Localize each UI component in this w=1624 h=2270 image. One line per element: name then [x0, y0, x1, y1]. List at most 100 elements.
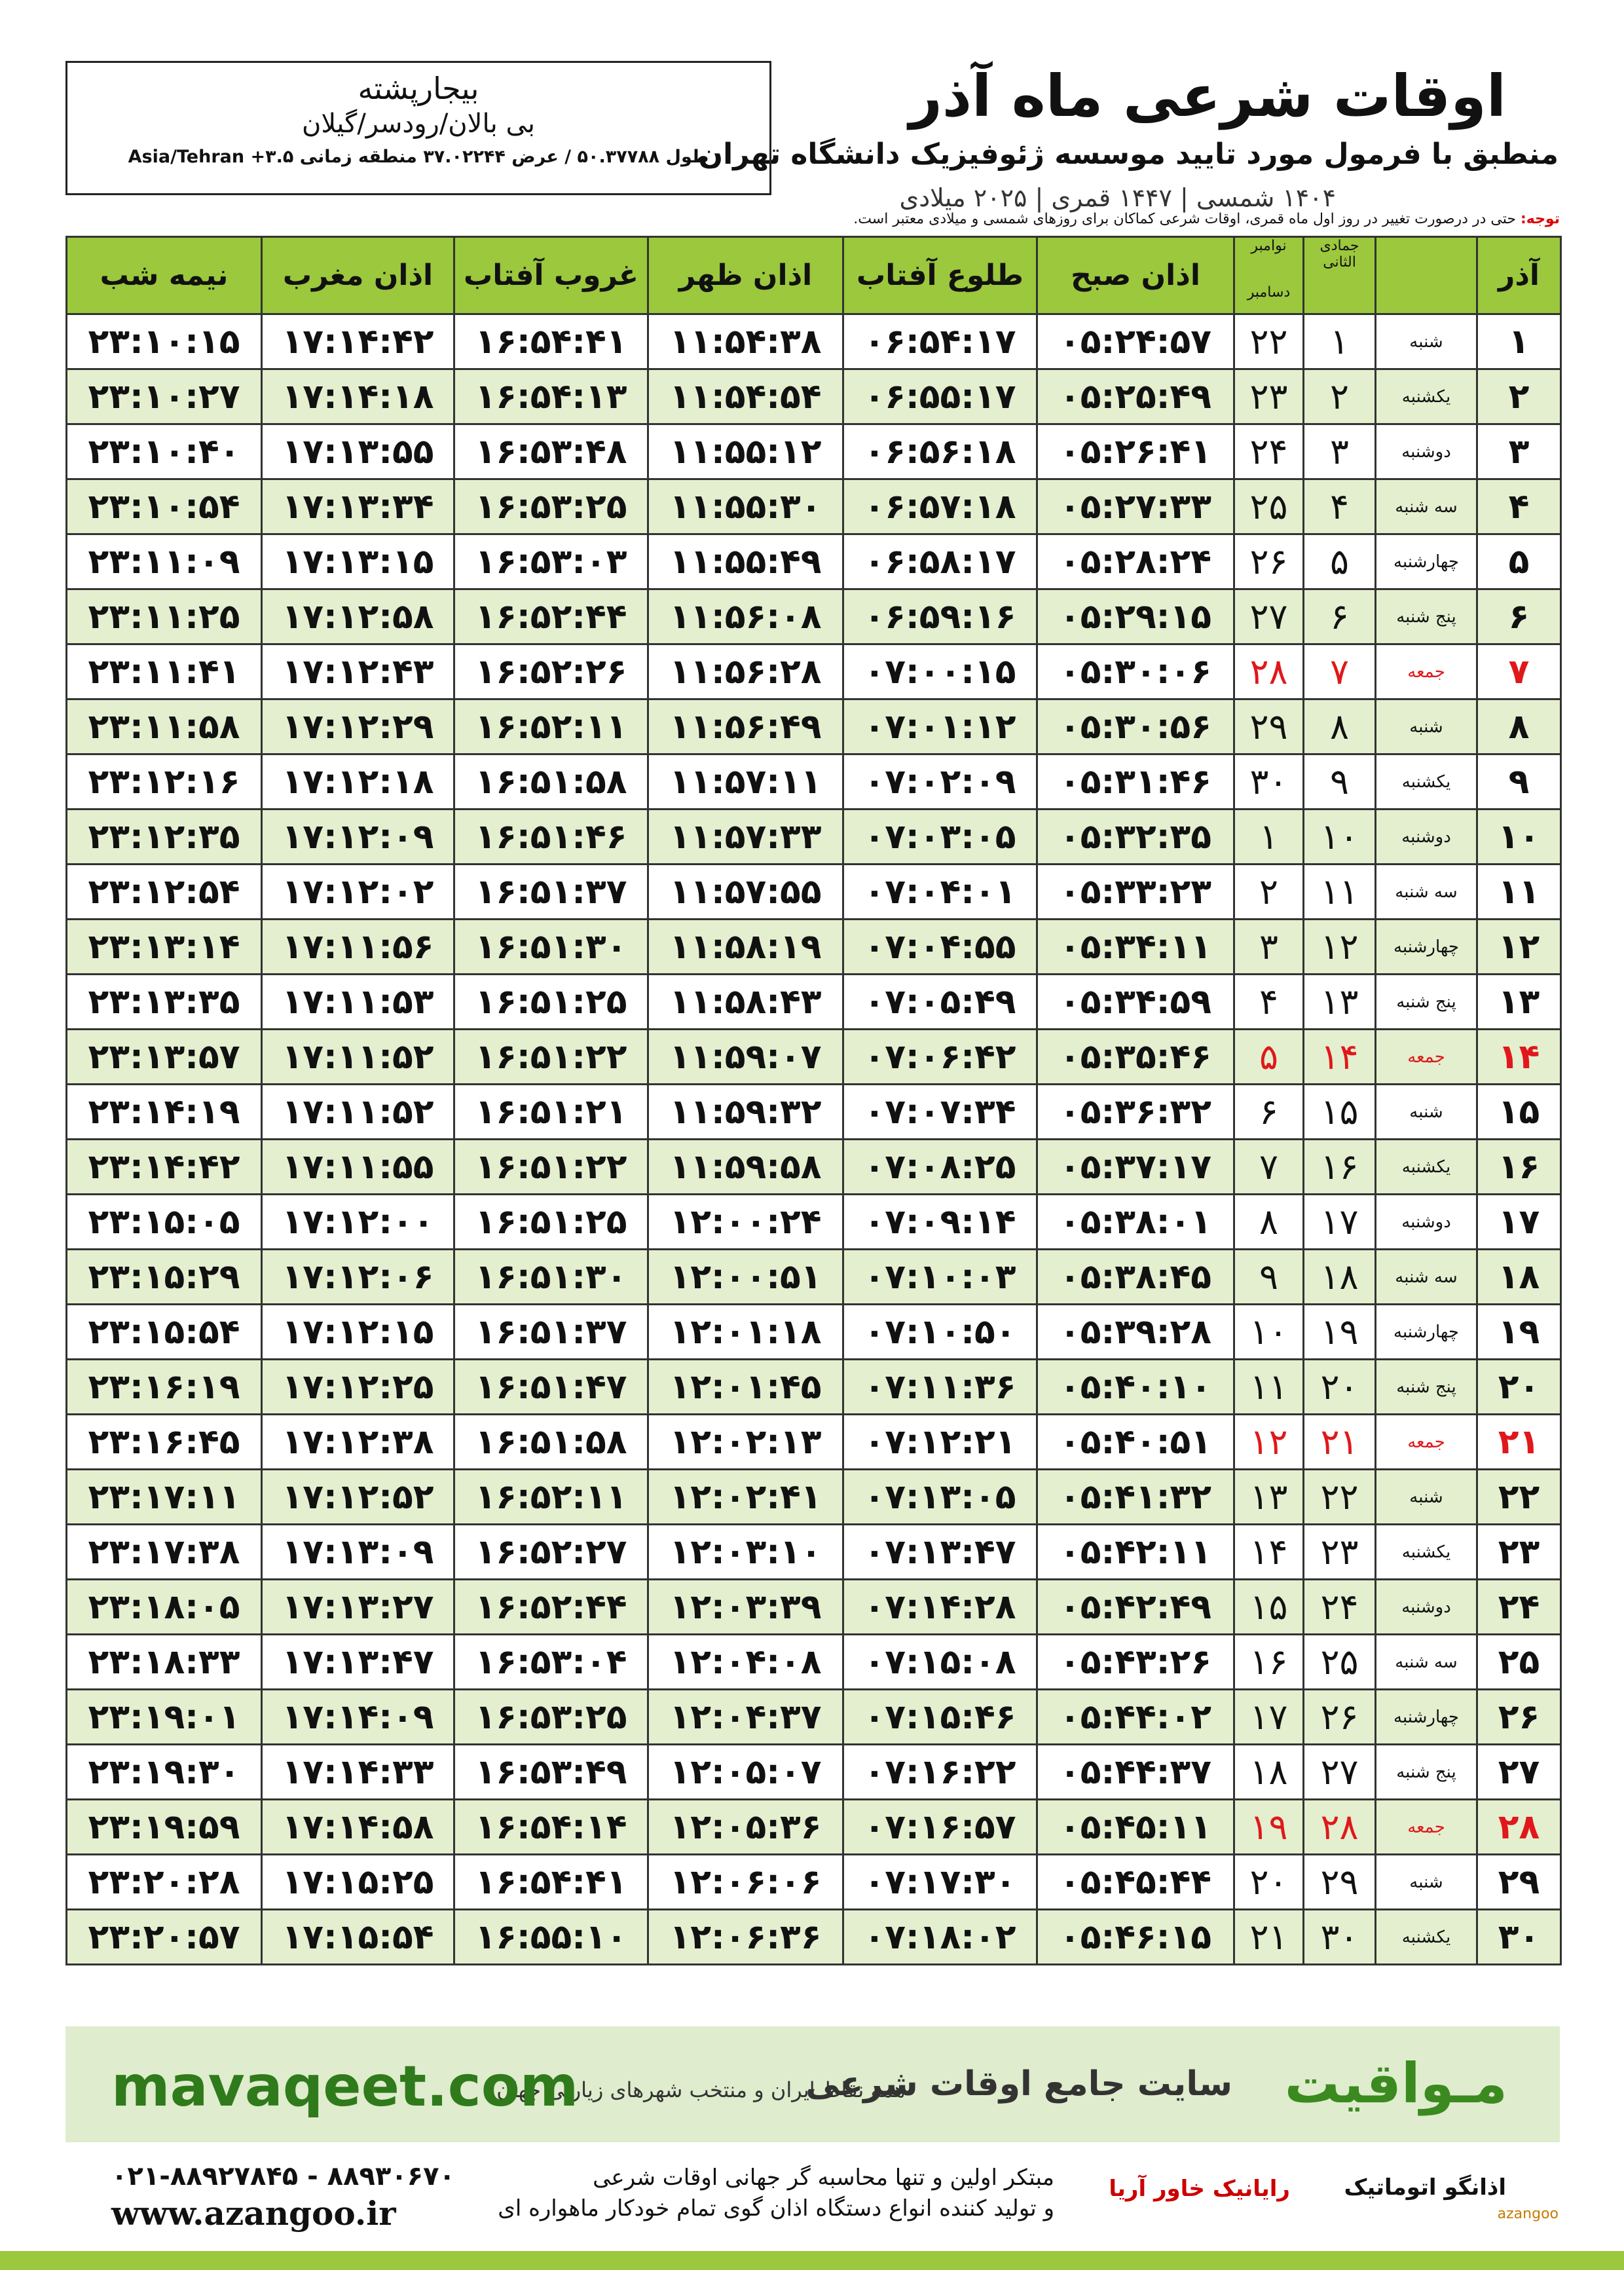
cell: ۱۲:۰۰:۵۱ [647, 1248, 844, 1305]
scope: همه نقاط ایران و منتخب شهرهای زیارتی جها… [496, 2077, 905, 2102]
cell: ۱۶:۵۱:۲۱ [453, 1083, 649, 1140]
cell: ۱۴ [1233, 1523, 1304, 1580]
cell: ۱۱:۵۴:۵۴ [647, 368, 844, 425]
cell: ۲۳:۱۴:۴۲ [65, 1138, 263, 1195]
header-cell: اذان ظهر [647, 236, 844, 315]
cell: ۲۴ [1476, 1578, 1562, 1635]
cell: ۲۳:۱۵:۲۹ [65, 1248, 263, 1305]
cell: ۲۵ [1233, 478, 1304, 535]
cell: ۱۶:۵۱:۵۸ [453, 753, 649, 810]
cell: شنبه [1375, 1083, 1478, 1140]
cell: ۲۳:۱۱:۰۹ [65, 533, 263, 590]
cell: ۲۹ [1476, 1853, 1562, 1910]
cell: ۲۹ [1302, 1853, 1376, 1910]
cell: ۱۶ [1476, 1138, 1562, 1195]
row: ۱ شنبه ۱ ۲۲ ۰۵:۲۴:۵۷ ۰۶:۵۴:۱۷ ۱۱:۵۴:۳۸ ۱۶:۵۴:۴۱… [65, 313, 1562, 370]
cell: ۱۶:۵۴:۱۴ [453, 1798, 649, 1855]
cell: یکشنبه [1375, 1908, 1478, 1965]
cell: پنج شنبه [1375, 588, 1478, 645]
cell: ۱۷:۱۳:۵۵ [261, 423, 455, 480]
cell: ۱۶:۵۲:۱۱ [453, 698, 649, 755]
cell: ۳۰ [1302, 1908, 1376, 1965]
header-cell: اذان مغرب [261, 236, 455, 315]
footer-line: مبتکر اولین و تنها محاسبه گر جهانی اوقات… [593, 2165, 1054, 2191]
row: ۲۳ یکشنبه ۲۳ ۱۴ ۰۵:۴۲:۱۱ ۰۷:۱۳:۴۷ ۱۲:۰۳:۱۰ ۱۶:۵… [65, 1523, 1562, 1580]
cell: ۲۷ [1476, 1743, 1562, 1800]
cell: ۰۵:۴۴:۰۲ [1036, 1688, 1235, 1745]
location-name: بیجارپشته [358, 71, 479, 106]
header-cell: طلوع آفتاب [842, 236, 1038, 315]
cell: ۲۳ [1302, 1523, 1376, 1580]
cell: ۱۷:۱۱:۵۳ [261, 973, 455, 1030]
row: ۲۲ شنبه ۲۲ ۱۳ ۰۵:۴۱:۳۲ ۰۷:۱۳:۰۵ ۱۲:۰۲:۴۱ ۱۶:۵۲:… [65, 1468, 1562, 1525]
cell: ۰۵:۲۹:۱۵ [1036, 588, 1235, 645]
cell: ۱۲:۰۵:۳۶ [647, 1798, 844, 1855]
row: ۱۲ چهارشنبه ۱۲ ۳ ۰۵:۳۴:۱۱ ۰۷:۰۴:۵۵ ۱۱:۵۸:۱۹ ۱۶:… [65, 918, 1562, 975]
subtitle: منطبق با فرمول مورد تایید موسسه ژئوفیزیک… [698, 138, 1559, 171]
cell: ۱۸ [1233, 1743, 1304, 1800]
cell: ۰۷:۰۹:۱۴ [842, 1193, 1038, 1250]
cell: ۳ [1476, 423, 1562, 480]
cell: جمعه [1375, 1413, 1478, 1470]
cell: ۲۳:۱۱:۴۱ [65, 643, 263, 700]
cell: ۲۳:۱۹:۵۹ [65, 1798, 263, 1855]
cell: ۱۲:۰۱:۴۵ [647, 1358, 844, 1415]
cell: ۱۷:۱۲:۱۸ [261, 753, 455, 810]
cell: ۰۵:۲۸:۲۴ [1036, 533, 1235, 590]
location-region: بی بالان/رودسر/گیلان [301, 109, 536, 139]
location-coords: طول ۵۰.۳۷۷۸۸ / عرض ۳۷.۰۲۲۴۴ منطقه زمانی … [128, 147, 709, 167]
row: ۶ پنج شنبه ۶ ۲۷ ۰۵:۲۹:۱۵ ۰۶:۵۹:۱۶ ۱۱:۵۶:۰۸ ۱۶:۵… [65, 588, 1562, 645]
cell: ۱۱ [1476, 863, 1562, 920]
row: ۵ چهارشنبه ۵ ۲۶ ۰۵:۲۸:۲۴ ۰۶:۵۸:۱۷ ۱۱:۵۵:۴۹ ۱۶:۵… [65, 533, 1562, 590]
cell: ۲۳:۱۸:۰۵ [65, 1578, 263, 1635]
cell: ۱۹ [1302, 1303, 1376, 1360]
cell: ۱۷:۱۴:۴۲ [261, 313, 455, 370]
cell: ۱۷:۱۲:۰۰ [261, 1193, 455, 1250]
cell: ۱۲ [1302, 918, 1376, 975]
cell: ۰۵:۳۰:۰۶ [1036, 643, 1235, 700]
cell: ۱۹ [1233, 1798, 1304, 1855]
cell: ۰۷:۱۳:۴۷ [842, 1523, 1038, 1580]
banner: مـواقیت سایت جامع اوقات شرعی همه نقاط ای… [65, 2026, 1560, 2142]
cell: یکشنبه [1375, 1523, 1478, 1580]
cell: ۱۶:۵۱:۴۷ [453, 1358, 649, 1415]
cell: ۱۷:۱۲:۰۶ [261, 1248, 455, 1305]
cell: ۴ [1302, 478, 1376, 535]
row: ۲۴ دوشنبه ۲۴ ۱۵ ۰۵:۴۲:۴۹ ۰۷:۱۴:۲۸ ۱۲:۰۳:۳۹ ۱۶:۵… [65, 1578, 1562, 1635]
cell: ۰۷:۰۱:۱۲ [842, 698, 1038, 755]
cell: ۰۷:۱۵:۴۶ [842, 1688, 1038, 1745]
cell: جمعه [1375, 643, 1478, 700]
cell: ۱ [1476, 313, 1562, 370]
cell: ۲ [1302, 368, 1376, 425]
cell: ۱۶:۵۱:۲۵ [453, 973, 649, 1030]
cell: ۳۰ [1476, 1908, 1562, 1965]
cell: ۱۷:۱۲:۰۲ [261, 863, 455, 920]
footer-site[interactable]: www.azangoo.ir [111, 2194, 396, 2233]
cell: ۰۷:۱۳:۰۵ [842, 1468, 1038, 1525]
cell: ۶ [1233, 1083, 1304, 1140]
cell: ۱۶:۵۲:۴۴ [453, 588, 649, 645]
cell: ۲۳:۱۲:۵۴ [65, 863, 263, 920]
banner-site[interactable]: mavaqeet.com [111, 2054, 579, 2119]
cell: ۰۶:۵۷:۱۸ [842, 478, 1038, 535]
cell: ۰۷:۱۱:۳۶ [842, 1358, 1038, 1415]
cell: ۱۷:۱۴:۳۳ [261, 1743, 455, 1800]
cell: ۱۷:۱۱:۵۲ [261, 1083, 455, 1140]
cell: ۱۱:۵۵:۴۹ [647, 533, 844, 590]
tagline: سایت جامع اوقات شرعی [805, 2064, 1232, 2104]
cell: ۱۲:۰۴:۳۷ [647, 1688, 844, 1745]
header-cell: غروب آفتاب [453, 236, 649, 315]
cell: ۲۳:۱۵:۵۴ [65, 1303, 263, 1360]
cell: ۱۶:۵۳:۲۵ [453, 478, 649, 535]
cell: ۰۷:۱۶:۵۷ [842, 1798, 1038, 1855]
cell: ۱۷:۱۴:۱۸ [261, 368, 455, 425]
cell: ۱۷:۱۱:۵۵ [261, 1138, 455, 1195]
cell: ۲ [1233, 863, 1304, 920]
cell: ۲۸ [1476, 1798, 1562, 1855]
cell: ۱۲:۰۲:۱۳ [647, 1413, 844, 1470]
cell: چهارشنبه [1375, 1688, 1478, 1745]
row: ۲ یکشنبه ۲ ۲۳ ۰۵:۲۵:۴۹ ۰۶:۵۵:۱۷ ۱۱:۵۴:۵۴ ۱۶:۵۴:… [65, 368, 1562, 425]
cell: ۸ [1233, 1193, 1304, 1250]
cell: ۱۷:۱۴:۰۹ [261, 1688, 455, 1745]
